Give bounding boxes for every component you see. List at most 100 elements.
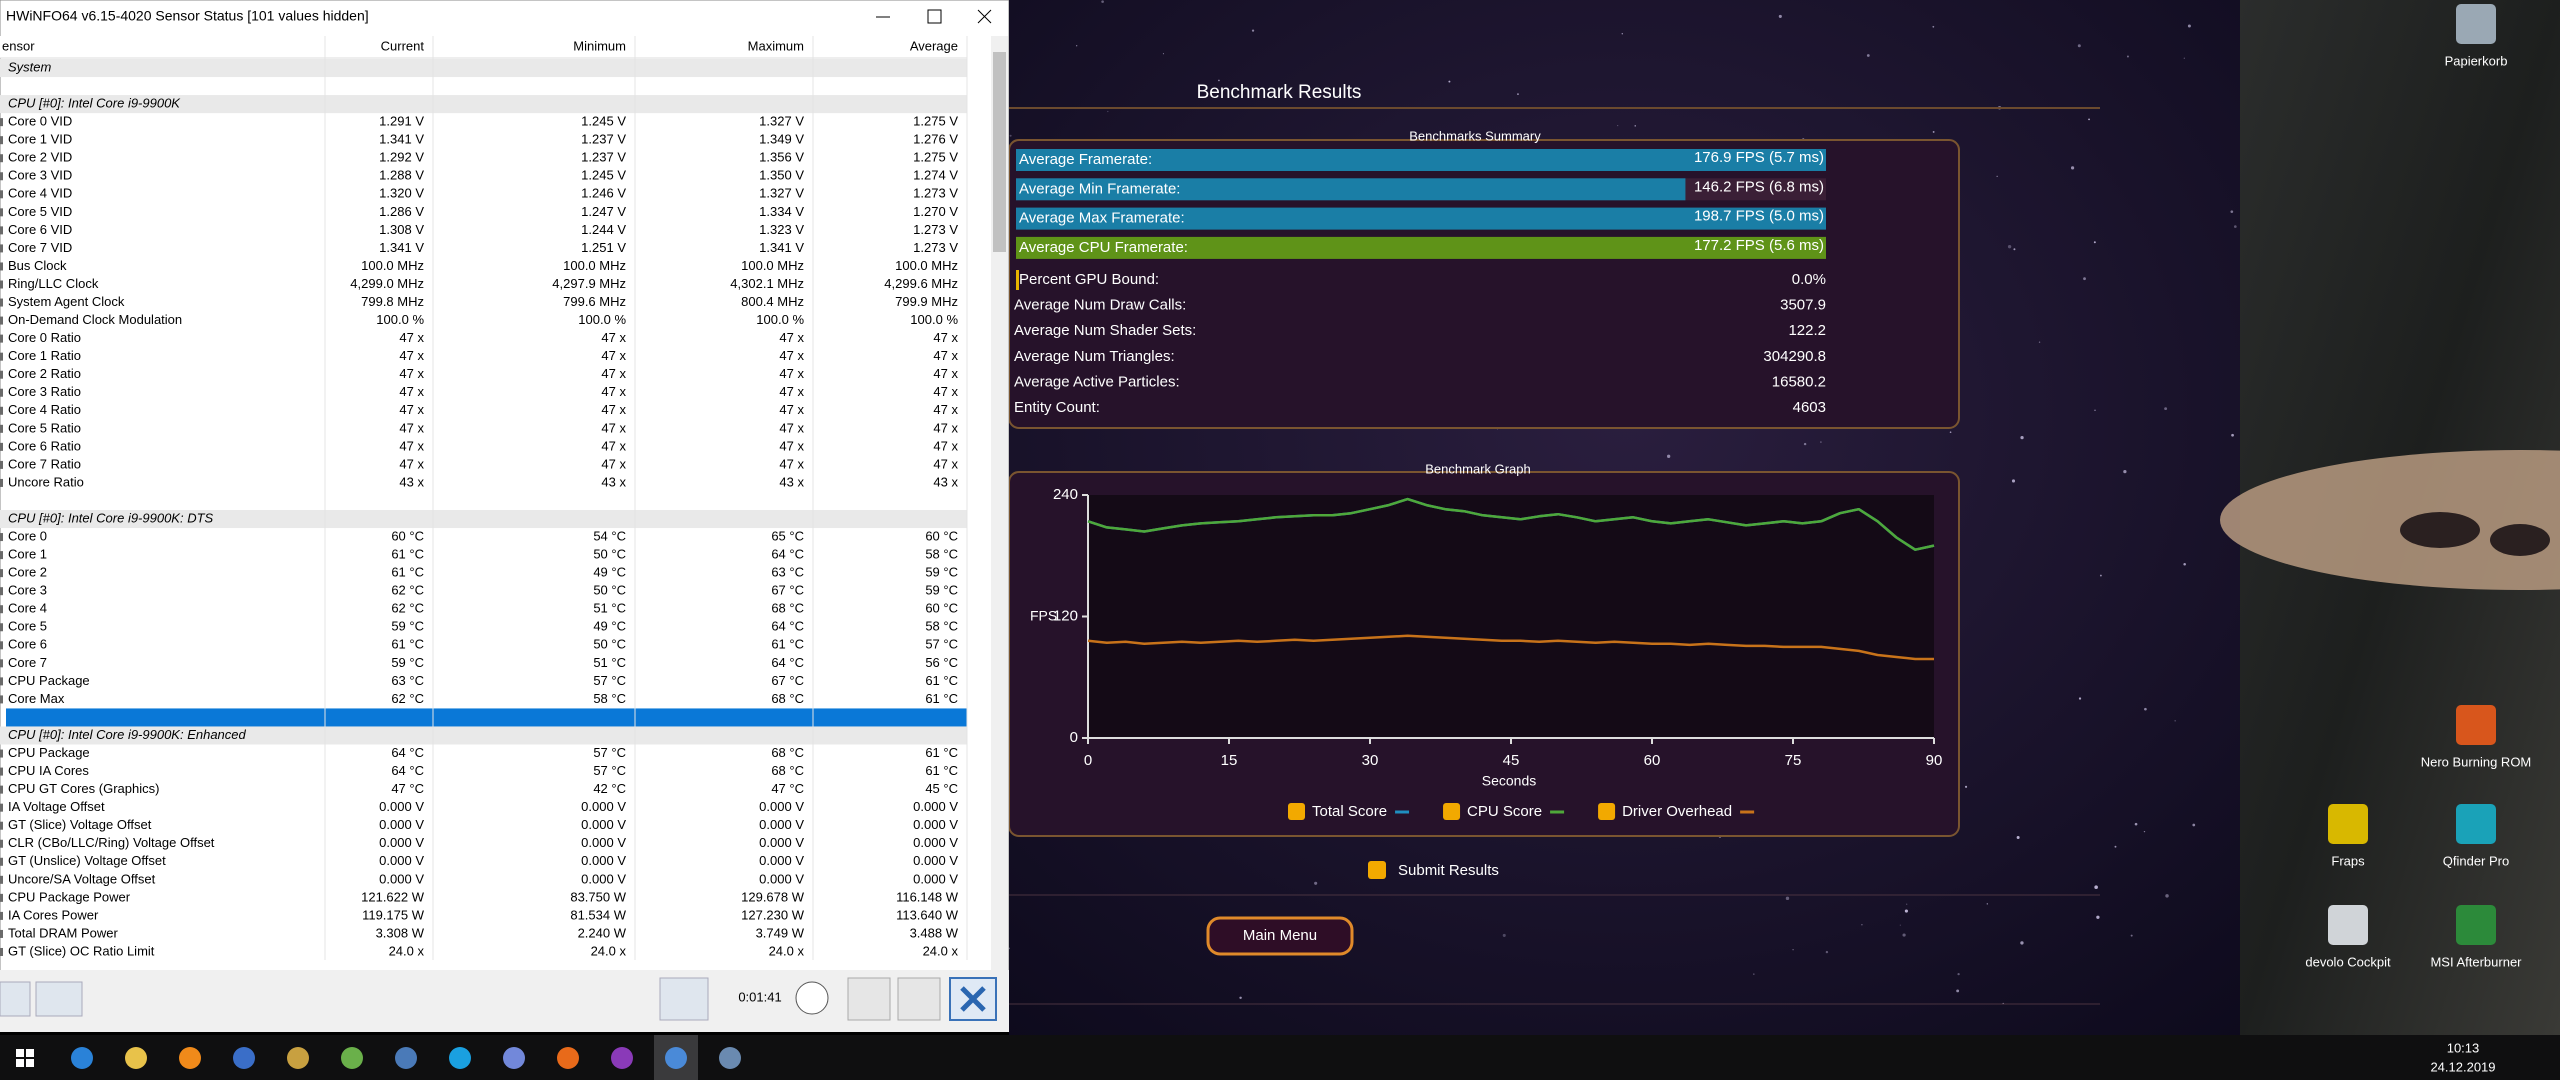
desktop-icon[interactable] (2456, 804, 2496, 844)
legend-box[interactable] (1288, 803, 1305, 820)
selected-row[interactable] (6, 708, 967, 727)
sensor-value: 113.640 W (896, 907, 959, 922)
taskbar-app[interactable] (665, 1047, 687, 1069)
sensor-value: 0.000 V (581, 835, 626, 850)
row-icon (0, 298, 3, 307)
star (2187, 24, 2191, 28)
main-menu-label[interactable]: Main Menu (1243, 927, 1317, 944)
taskbar-app[interactable] (287, 1047, 309, 1069)
elapsed-time: 0:01:41 (738, 989, 781, 1004)
toolbar-button[interactable] (847, 977, 891, 1021)
taskbar-app[interactable] (611, 1047, 633, 1069)
row-icon (0, 803, 3, 812)
desktop-icon[interactable] (2456, 4, 2496, 44)
star (1101, 0, 1104, 3)
taskbar-app[interactable] (341, 1047, 363, 1069)
star (1162, 53, 1164, 55)
sensor-value: 59 °C (391, 655, 424, 670)
taskbar-app[interactable] (557, 1047, 579, 1069)
desktop-icon[interactable] (2456, 705, 2496, 745)
section-row (0, 726, 967, 745)
sensor-value: 68 °C (771, 763, 804, 778)
desktop-icon-label[interactable]: Fraps (2331, 853, 2365, 868)
taskbar-app[interactable] (125, 1047, 147, 1069)
star (2093, 241, 2096, 244)
maximize-button[interactable] (927, 9, 942, 24)
toolbar-button[interactable] (35, 981, 83, 1017)
star (2143, 830, 2146, 833)
row-icon (0, 136, 3, 145)
sensor-value: 0.000 V (913, 871, 958, 886)
toolbar-button[interactable] (659, 977, 709, 1021)
taskbar-app[interactable] (449, 1047, 471, 1069)
scrollbar-thumb[interactable] (993, 52, 1006, 252)
desktop-icon-label[interactable]: Nero Burning ROM (2421, 754, 2532, 769)
desktop-icon[interactable] (2328, 804, 2368, 844)
sensor-value: 59 °C (391, 619, 424, 634)
desktop-icon-label[interactable]: Papierkorb (2445, 53, 2508, 68)
sensor-value: 1.246 V (581, 186, 626, 201)
submit-label[interactable]: Submit Results (1398, 862, 1499, 879)
stat-value: 0.0% (1792, 271, 1826, 288)
desktop-icon[interactable] (2328, 905, 2368, 945)
sensor-label: Bus Clock (8, 258, 67, 273)
taskbar-app[interactable] (719, 1047, 741, 1069)
benchmark-title: Benchmark Results (1197, 82, 1362, 103)
sensor-value: 61 °C (925, 763, 958, 778)
sensor-value: 47 x (399, 456, 424, 471)
sensor-value: 47 x (933, 384, 958, 399)
sensor-label: Core 2 VID (8, 150, 72, 165)
sensor-value: 800.4 MHz (741, 294, 804, 309)
sensor-value: 47 x (601, 438, 626, 453)
main-menu-button[interactable] (1206, 916, 1354, 956)
row-icon (0, 695, 3, 704)
sensor-value: 68 °C (771, 601, 804, 616)
legend-box[interactable] (1443, 803, 1461, 820)
legend-box[interactable] (1598, 803, 1616, 820)
toolbar-button[interactable] (0, 981, 31, 1017)
scrollbar[interactable] (991, 36, 1008, 970)
column-header: Minimum (573, 38, 626, 53)
stat-label: Average Num Shader Sets: (1014, 322, 1196, 339)
checkbox[interactable] (1368, 861, 1386, 879)
desktop-icon-label[interactable]: Qfinder Pro (2443, 853, 2509, 868)
clock-button[interactable] (795, 981, 829, 1015)
sensor-value: 47 x (601, 456, 626, 471)
sensor-value: 121.622 W (361, 889, 425, 904)
row-icon (0, 623, 3, 632)
sensor-value: 57 °C (925, 637, 958, 652)
row-icon (0, 316, 3, 325)
desktop-icon-label[interactable]: MSI Afterburner (2430, 954, 2522, 969)
sensor-value: 61 °C (391, 547, 424, 562)
sensor-value: 68 °C (771, 745, 804, 760)
sensor-label: Core 0 (8, 528, 47, 543)
taskbar-app[interactable] (395, 1047, 417, 1069)
sensor-value: 1.341 V (379, 240, 424, 255)
taskbar-app[interactable] (233, 1047, 255, 1069)
row-icon (0, 785, 3, 794)
sensor-label: CLR (CBo/LLC/Ring) Voltage Offset (8, 835, 215, 850)
stat-label: Average Num Triangles: (1014, 348, 1175, 365)
desktop-icon-label[interactable]: devolo Cockpit (2305, 954, 2391, 969)
sensor-value: 1.276 V (913, 132, 958, 147)
close-button[interactable] (977, 9, 992, 24)
star (1502, 933, 1506, 937)
taskbar-app[interactable] (503, 1047, 525, 1069)
sensor-value: 1.356 V (759, 150, 804, 165)
sensor-label: Uncore/SA Voltage Offset (8, 871, 156, 886)
desktop-icon[interactable] (2456, 905, 2496, 945)
wallpaper-shape (2490, 524, 2550, 556)
star (2099, 574, 2102, 577)
graph-title: Benchmark Graph (1425, 461, 1531, 476)
sensor-value: 47 x (933, 366, 958, 381)
taskbar-app[interactable] (71, 1047, 93, 1069)
sensor-value: 1.308 V (379, 222, 424, 237)
sensor-value: 47 x (779, 384, 804, 399)
taskbar-app[interactable] (179, 1047, 201, 1069)
start-button[interactable] (16, 1049, 34, 1067)
toolbar-button[interactable] (897, 977, 941, 1021)
sensor-value: 83.750 W (570, 889, 626, 904)
star (1634, 125, 1637, 127)
row-icon (0, 947, 3, 956)
